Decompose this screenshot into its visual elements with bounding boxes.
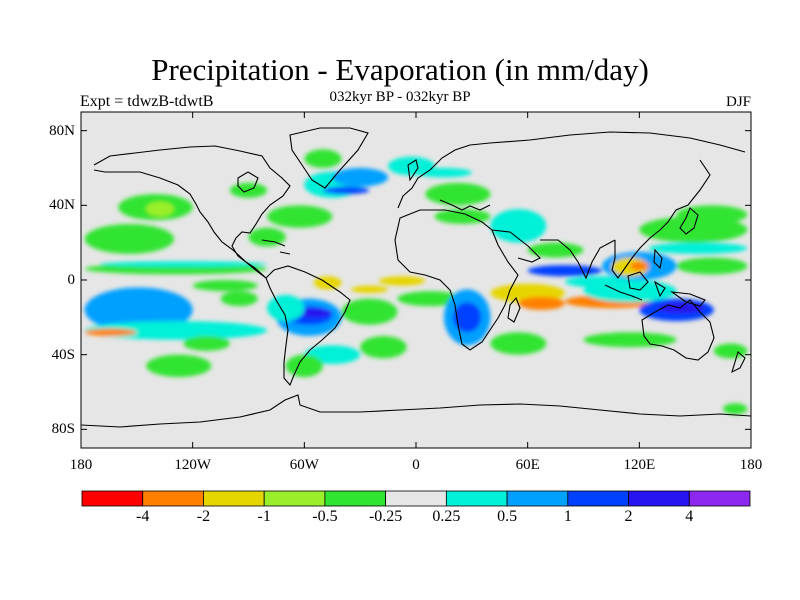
field-patch xyxy=(99,261,268,267)
field-patch xyxy=(564,276,640,288)
chart-title: Precipitation - Evaporation (in mm/day) xyxy=(151,52,649,87)
colorbar-swatch xyxy=(203,490,265,507)
colorbar-label: -2 xyxy=(196,508,211,525)
field-patch xyxy=(183,336,230,351)
field-patch xyxy=(322,186,370,195)
field-patch xyxy=(146,354,212,378)
field-patch xyxy=(248,227,286,247)
field-patch xyxy=(416,168,472,178)
field-patch xyxy=(648,242,748,254)
coast-madagascar xyxy=(507,296,521,323)
coast-africa xyxy=(394,209,519,351)
x-tick-label: 180 xyxy=(69,457,93,473)
y-tick-label: 40N xyxy=(49,197,75,214)
field-patch xyxy=(527,265,603,277)
field-patch xyxy=(397,291,463,307)
field-patch xyxy=(583,332,677,348)
coast-europe xyxy=(397,142,491,211)
field-patch xyxy=(434,209,491,225)
coast-new-zealand xyxy=(731,351,746,374)
y-tick-label: 80N xyxy=(49,122,75,139)
colorbar-label: -0.25 xyxy=(368,508,403,525)
experiment-label: Expt = tdwzB-tdwtB xyxy=(80,93,214,110)
field-patch xyxy=(676,257,748,275)
field-patch xyxy=(267,205,333,228)
chart-subtitle: 032kyr BP - 032kyr BP xyxy=(329,89,471,105)
field-patch xyxy=(84,328,137,336)
field-patch xyxy=(295,308,333,318)
colorbar-swatch xyxy=(324,490,387,507)
colorbar-label: 1 xyxy=(563,508,572,525)
y-tick-label: 0 xyxy=(67,272,76,288)
coast-arabia-india xyxy=(491,229,616,280)
field-patch xyxy=(425,182,491,206)
field-patch xyxy=(84,321,268,340)
field-patch xyxy=(192,280,258,292)
axis-ticks xyxy=(80,112,752,448)
colorbar-swatch xyxy=(688,490,751,507)
field-patch xyxy=(378,276,426,286)
coast-hudson-bay xyxy=(237,171,259,193)
colorbar-label: 2 xyxy=(624,508,633,525)
x-tick-label: 0 xyxy=(412,457,420,473)
colorbar-swatch xyxy=(81,490,144,507)
colorbar-swatch xyxy=(263,490,326,507)
x-tick-label: 60W xyxy=(289,457,319,473)
field-patch xyxy=(518,296,565,310)
field-patch xyxy=(84,224,175,254)
field-patch xyxy=(657,302,705,314)
field-patch xyxy=(490,332,547,355)
season-label: DJF xyxy=(725,94,751,110)
y-tick-label: 40S xyxy=(51,346,75,363)
y-tick-label: 80S xyxy=(51,421,75,438)
colorbar-swatch xyxy=(628,490,690,507)
colorbar-label: 0.5 xyxy=(497,508,518,525)
x-tick-label: 60E xyxy=(515,457,540,473)
coast-antarctica xyxy=(81,394,751,428)
field-patch xyxy=(341,298,398,325)
field-patch xyxy=(453,302,482,333)
colorbar-label: 4 xyxy=(685,508,694,525)
coast-australia xyxy=(641,299,715,361)
coast-asia-north xyxy=(489,131,746,279)
field-patch xyxy=(220,291,258,307)
x-tick-label: 120W xyxy=(174,457,211,473)
colorbar-label: -0.5 xyxy=(312,508,338,525)
colorbar-swatch xyxy=(142,490,204,507)
coast-south-america xyxy=(265,265,351,387)
field-patch xyxy=(350,285,389,294)
field-patch xyxy=(360,336,407,359)
field-patch xyxy=(490,209,547,243)
field-patch xyxy=(304,149,342,169)
coast-japan xyxy=(679,207,699,235)
pe-anomaly-field xyxy=(84,149,748,415)
colorbar-label: 0.25 xyxy=(432,508,461,525)
colorbar-label: -4 xyxy=(136,508,150,525)
coastlines xyxy=(81,127,751,428)
field-patch xyxy=(676,205,748,225)
x-tick-label: 120E xyxy=(623,457,656,473)
field-patch xyxy=(527,242,584,258)
field-patch xyxy=(84,287,193,333)
colorbar xyxy=(81,490,751,507)
field-patch xyxy=(630,261,649,271)
colorbar-swatch xyxy=(567,490,629,507)
field-patch xyxy=(285,354,323,378)
coast-caribbean xyxy=(261,239,291,255)
coast-north-america xyxy=(93,145,291,279)
x-tick-label: 180 xyxy=(739,457,763,473)
colorbar-swatch xyxy=(385,490,447,507)
coast-greenland xyxy=(289,127,369,189)
colorbar-swatch xyxy=(445,490,508,507)
colorbar-swatch xyxy=(506,490,569,507)
field-patch xyxy=(723,403,748,415)
field-patch xyxy=(713,343,748,359)
coast-maritime-continent xyxy=(604,248,706,307)
field-patch xyxy=(146,201,175,217)
field-patch xyxy=(332,168,389,187)
colorbar-label: -1 xyxy=(257,508,271,525)
